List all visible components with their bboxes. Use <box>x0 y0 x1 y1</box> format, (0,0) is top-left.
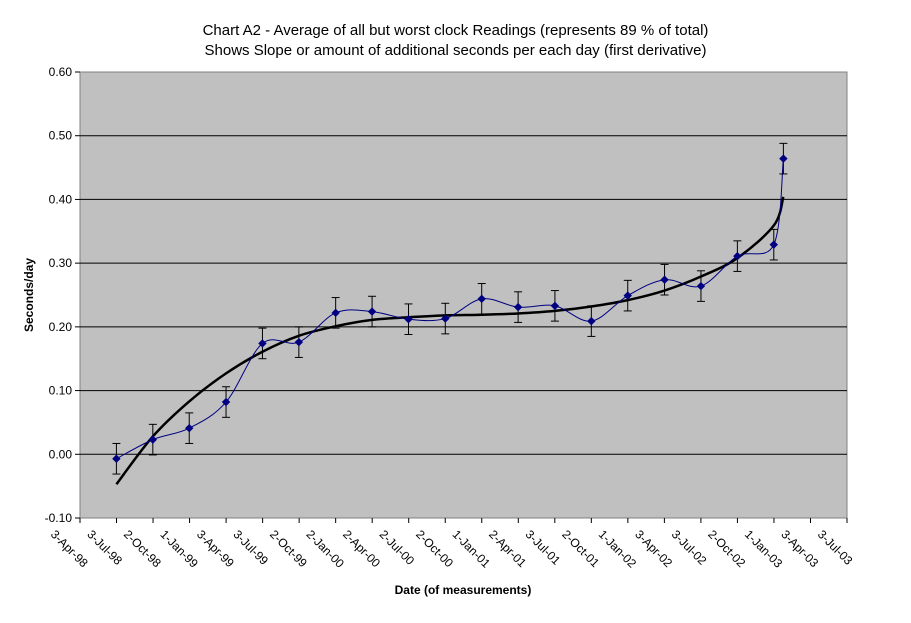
y-axis-ticks: -0.10 0.00 0.10 0.20 0.30 0.40 0.50 0.60 <box>45 65 80 525</box>
y-tick-label: 0.30 <box>49 256 73 270</box>
y-tick-label: 0.00 <box>49 447 73 461</box>
x-tick-label: 2-Apr-00 <box>340 527 383 570</box>
x-tick-label: 3-Jul-99 <box>230 527 271 568</box>
x-tick-label: 3-Jul-03 <box>815 527 856 568</box>
y-tick-label: 0.50 <box>49 129 73 143</box>
data-point <box>258 339 267 348</box>
data-point <box>404 315 413 324</box>
x-tick-label: 3-Apr-03 <box>778 527 821 570</box>
x-tick-label: 2-Jul-00 <box>377 527 418 568</box>
plot-area <box>79 71 848 519</box>
data-point <box>513 302 523 312</box>
data-point <box>587 316 596 326</box>
data-point <box>733 251 742 261</box>
x-tick-label: 2-Oct-00 <box>413 527 456 570</box>
x-tick-label: 2-Apr-01 <box>486 527 529 570</box>
trendline <box>115 196 785 485</box>
y-tick-label: 0.40 <box>49 192 73 206</box>
x-tick-label: 3-Apr-02 <box>632 527 675 570</box>
x-tick-label: 3-Jul-01 <box>523 527 564 568</box>
x-tick-label: 2-Oct-02 <box>705 527 748 570</box>
data-point <box>550 301 560 311</box>
x-tick-label: 2-Oct-01 <box>559 527 602 570</box>
data-point <box>331 308 340 318</box>
x-axis-ticks: 3-Apr-983-Jul-982-Oct-981-Jan-993-Apr-99… <box>48 518 856 571</box>
chart-title: Chart A2 - Average of all but worst cloc… <box>202 22 709 39</box>
x-tick-label: 1-Jan-03 <box>742 527 786 571</box>
x-tick-label: 3-Jul-02 <box>669 527 710 568</box>
x-tick-label: 2-Oct-98 <box>121 527 164 570</box>
data-point <box>148 435 158 444</box>
x-tick-label: 3-Apr-98 <box>48 527 91 570</box>
x-tick-label: 3-Apr-99 <box>194 527 237 570</box>
data-point <box>696 281 706 291</box>
data-point <box>623 291 632 300</box>
y-tick-label: 0.60 <box>49 65 73 79</box>
data-point <box>221 397 231 407</box>
x-tick-label: 1-Jan-99 <box>157 527 201 571</box>
x-tick-label: 1-Jan-01 <box>450 527 494 571</box>
data-point <box>660 275 669 284</box>
y-tick-label: 0.10 <box>49 384 73 398</box>
chart-subtitle: Shows Slope or amount of additional seco… <box>204 42 707 59</box>
data-point <box>367 307 377 316</box>
data-point <box>112 454 121 463</box>
data-point <box>779 154 788 163</box>
data-point <box>477 294 486 304</box>
data-point <box>185 423 194 433</box>
data-point <box>441 314 450 323</box>
data-point <box>294 337 304 347</box>
gridlines <box>80 135 847 455</box>
data-point <box>769 240 778 249</box>
y-tick-label: 0.20 <box>49 320 73 334</box>
y-axis-label: Seconds/day <box>22 258 36 332</box>
plot-series <box>112 142 788 485</box>
x-tick-label: 3-Jul-98 <box>84 527 125 568</box>
x-axis-label: Date (of measurements) <box>395 583 532 597</box>
x-tick-label: 2-Jan-00 <box>304 527 348 571</box>
y-tick-label: -0.10 <box>45 511 73 525</box>
x-tick-label: 1-Jan-02 <box>596 527 640 571</box>
x-tick-label: 2-Oct-99 <box>267 527 310 570</box>
